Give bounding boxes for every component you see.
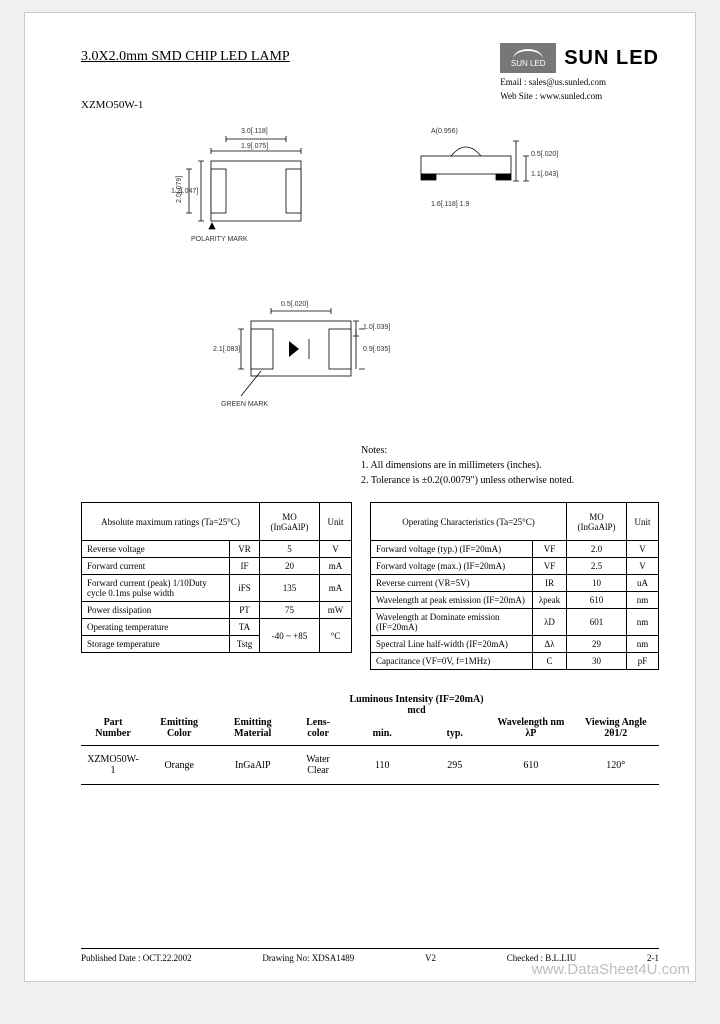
bt-h2: Emitting Color bbox=[145, 688, 213, 746]
table-row: Operating temperatureTA-40 ~ +85°C bbox=[82, 619, 352, 636]
note-1: 1. All dimensions are in millimeters (in… bbox=[361, 458, 659, 473]
diagram-top-view: 3.0[.118] 1.9[.075] 2.0[.079] 1.2[.047] … bbox=[171, 121, 351, 251]
svg-text:0.5[.020]: 0.5[.020] bbox=[281, 301, 308, 308]
t1-h3: Unit bbox=[320, 503, 352, 541]
t1-h1: Absolute maximum ratings (Ta=25°C) bbox=[82, 503, 260, 541]
svg-text:1.0[.039]: 1.0[.039] bbox=[363, 324, 390, 331]
svg-text:1.2[.047]: 1.2[.047] bbox=[171, 188, 198, 195]
bt-h7: Viewing Angle 2θ1/2 bbox=[573, 688, 659, 746]
svg-text:0.9[.035]: 0.9[.035] bbox=[363, 346, 390, 353]
part-summary-table: Part Number Emitting Color Emitting Mate… bbox=[81, 688, 659, 785]
header-row: 3.0X2.0mm SMD CHIP LED LAMP XZMO50W-1 SU… bbox=[81, 43, 659, 111]
table-row: Forward current (peak) 1/10Duty cycle 0.… bbox=[82, 575, 352, 602]
t2-h1: Operating Characteristics (Ta=25°C) bbox=[371, 503, 567, 541]
mechanical-diagrams: 3.0[.118] 1.9[.075] 2.0[.079] 1.2[.047] … bbox=[81, 121, 659, 441]
t2-h2: MO (InGaAlP) bbox=[567, 503, 627, 541]
watermark-bottom-right: www.DataSheet4U.com bbox=[532, 961, 690, 978]
table-row: Spectral Line half-width (IF=20mA)Δλ29nm bbox=[371, 636, 659, 653]
svg-text:2.1[.083]: 2.1[.083] bbox=[213, 346, 240, 353]
footer-version: V2 bbox=[425, 953, 436, 963]
contact-email: Email : sales@us.sunled.com bbox=[500, 77, 659, 87]
t1-h2: MO (InGaAlP) bbox=[260, 503, 320, 541]
table-row: XZMO50W-1 Orange InGaAlP Water Clear 110… bbox=[81, 746, 659, 785]
bt-h5min: min. bbox=[344, 722, 420, 746]
operating-characteristics-table: Operating Characteristics (Ta=25°C) MO (… bbox=[370, 502, 659, 670]
table-row: Forward currentIF20mA bbox=[82, 558, 352, 575]
bt-h4: Lens-color bbox=[292, 688, 344, 746]
brand-name: SUN LED bbox=[564, 47, 659, 70]
table-row: Wavelength at peak emission (IF=20mA)λpe… bbox=[371, 592, 659, 609]
table-row: Reverse current (VR=5V)IR10uA bbox=[371, 575, 659, 592]
table-row: Wavelength at Dominate emission (IF=20mA… bbox=[371, 609, 659, 636]
svg-text:0.5[.020]: 0.5[.020] bbox=[531, 151, 558, 158]
svg-text:GREEN MARK: GREEN MARK bbox=[221, 401, 268, 408]
sunled-logo: SUN LED bbox=[500, 43, 556, 73]
bt-h5: Luminous Intensity (IF=20mA) mcd bbox=[344, 688, 489, 722]
notes-heading: Notes: bbox=[361, 443, 659, 458]
contact-website: Web Site : www.sunled.com bbox=[500, 91, 659, 101]
table-row: Forward voltage (max.) (IF=20mA)VF2.5V bbox=[371, 558, 659, 575]
absolute-max-ratings-table: Absolute maximum ratings (Ta=25°C) MO (I… bbox=[81, 502, 352, 653]
bt-h1: Part Number bbox=[81, 688, 145, 746]
t2-h3: Unit bbox=[627, 503, 659, 541]
notes-block: Notes: 1. All dimensions are in millimet… bbox=[361, 443, 659, 488]
svg-text:A(0.956): A(0.956) bbox=[431, 128, 458, 135]
footer-drawing-no: Drawing No: XDSA1489 bbox=[262, 953, 354, 963]
svg-text:1.1[.043]: 1.1[.043] bbox=[531, 171, 558, 178]
svg-text:1.6[.118] 1.9: 1.6[.118] 1.9 bbox=[431, 201, 470, 208]
table-row: Forward voltage (typ.) (IF=20mA)VF2.0V bbox=[371, 541, 659, 558]
bt-h6: Wavelength nm λP bbox=[489, 688, 573, 746]
datasheet-page: 3.0X2.0mm SMD CHIP LED LAMP XZMO50W-1 SU… bbox=[24, 12, 696, 982]
note-2: 2. Tolerance is ±0.2(0.0079") unless oth… bbox=[361, 473, 659, 488]
page-title: 3.0X2.0mm SMD CHIP LED LAMP bbox=[81, 49, 290, 65]
footer-date: Published Date : OCT.22.2002 bbox=[81, 953, 192, 963]
bt-h5typ: typ. bbox=[420, 722, 489, 746]
diagram-pad-layout: 0.5[.020] 1.0[.039] 0.9[.035] 2.1[.083] … bbox=[211, 281, 411, 421]
svg-text:1.9[.075]: 1.9[.075] bbox=[241, 143, 268, 150]
diagram-side-view: A(0.956) 0.5[.020] 1.1[.043] 1.6[.118] 1… bbox=[401, 121, 571, 241]
table-row: Reverse voltageVR5V bbox=[82, 541, 352, 558]
table-row: Power dissipationPT75mW bbox=[82, 602, 352, 619]
part-number: XZMO50W-1 bbox=[81, 99, 290, 111]
brand-block: SUN LED SUN LED Email : sales@us.sunled.… bbox=[500, 43, 659, 101]
svg-text:3.0[.118]: 3.0[.118] bbox=[241, 128, 268, 135]
bt-h3: Emitting Material bbox=[213, 688, 292, 746]
svg-text:POLARITY MARK: POLARITY MARK bbox=[191, 236, 248, 243]
table-row: Capacitance (VF=0V, f=1MHz)C30pF bbox=[371, 653, 659, 670]
